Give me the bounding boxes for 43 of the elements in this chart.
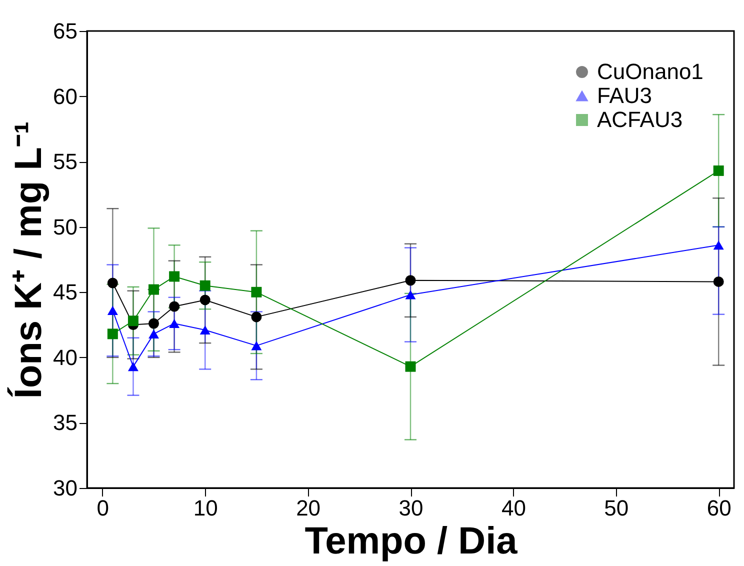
point: [128, 362, 138, 372]
point: [251, 341, 262, 350]
y-tick-label: 30: [53, 476, 78, 500]
point: [200, 294, 210, 306]
point: [405, 361, 416, 372]
legend-label: ACFAU3: [597, 107, 683, 132]
y-axis-title: Íons K⁺ / mg L⁻¹: [7, 121, 50, 399]
point: [107, 306, 118, 315]
point: [128, 316, 138, 326]
point: [169, 318, 180, 328]
point: [169, 271, 180, 282]
y-tick-label: 65: [53, 18, 78, 44]
point: [200, 280, 210, 291]
x-tick-label: 40: [501, 496, 526, 520]
legend-label: FAU3: [597, 83, 652, 108]
point: [200, 325, 210, 335]
legend-label: CuOnano1: [597, 59, 704, 84]
point: [107, 328, 118, 340]
x-tick-label: 20: [296, 496, 321, 520]
point: [148, 284, 159, 295]
y-tick-label: 40: [53, 344, 78, 370]
point: [148, 318, 159, 329]
point: [107, 278, 118, 288]
y-tick-label: 55: [53, 149, 78, 174]
point: [169, 301, 180, 312]
x-tick-label: 0: [96, 496, 110, 520]
point: [251, 312, 262, 322]
x-tick-label: 50: [604, 496, 629, 520]
y-tick-label: 45: [53, 280, 78, 305]
x-axis-title: Tempo / Dia: [304, 520, 518, 562]
point: [713, 276, 724, 287]
x-tick-label: 10: [193, 496, 218, 520]
y-tick-label: 50: [53, 214, 78, 240]
x-tick-label: 30: [398, 496, 424, 520]
y-tick-label: 35: [53, 410, 78, 436]
x-tick-label: 60: [706, 496, 732, 520]
point: [251, 286, 262, 298]
point: [713, 240, 724, 250]
y-tick-label: 60: [53, 84, 78, 109]
point: [148, 329, 159, 338]
point: [405, 290, 416, 300]
point: [405, 275, 416, 286]
point: [713, 165, 724, 176]
